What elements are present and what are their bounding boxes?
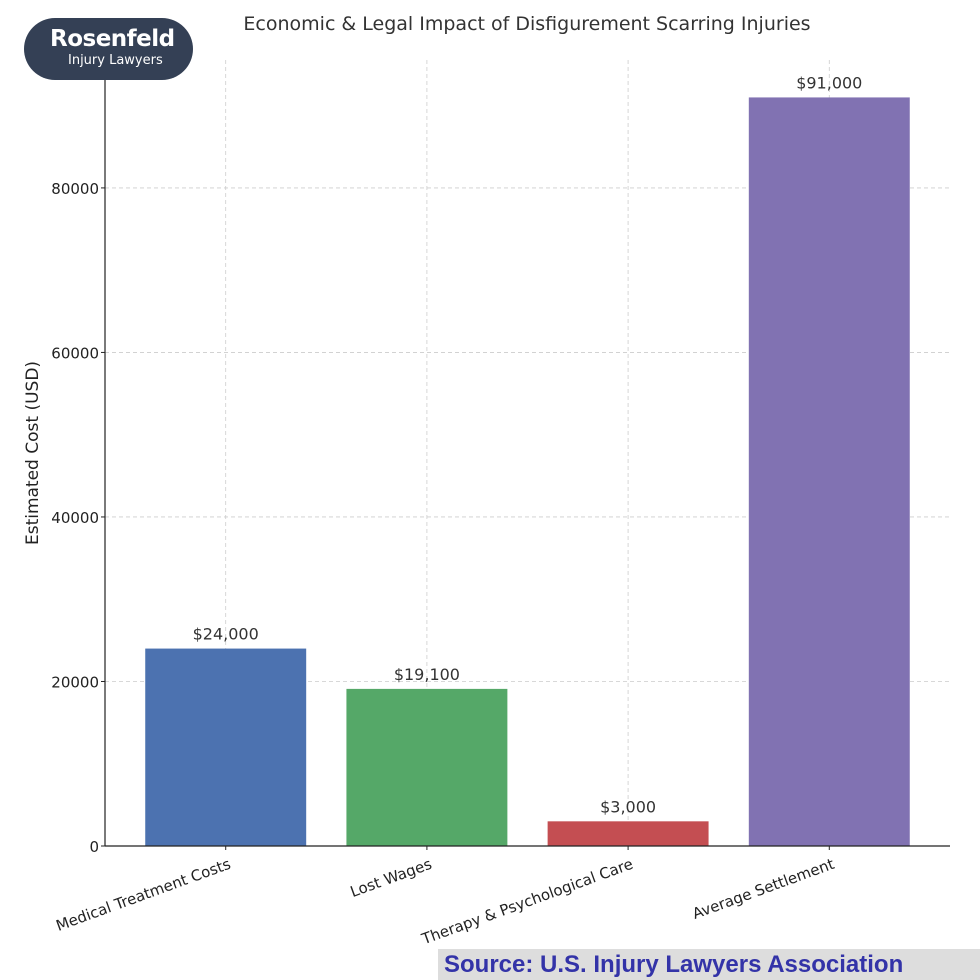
bar — [547, 821, 709, 846]
y-axis-label: Estimated Cost (USD) — [23, 361, 43, 545]
y-tick-label: 40000 — [51, 509, 99, 527]
bar — [145, 648, 307, 846]
x-tick-label: Lost Wages — [348, 855, 435, 901]
bar-value-label: $19,100 — [394, 665, 460, 684]
x-tick-label: Medical Treatment Costs — [54, 855, 234, 935]
bar — [748, 97, 910, 846]
bar-value-label: $3,000 — [600, 797, 656, 816]
y-tick-label: 60000 — [51, 344, 99, 362]
bar — [346, 688, 508, 846]
x-tick-label: Therapy & Psychological Care — [418, 855, 635, 949]
y-tick-label: 20000 — [51, 673, 99, 691]
source-caption: Source: U.S. Injury Lawyers Association — [438, 949, 980, 980]
bar-value-label: $24,000 — [193, 625, 259, 644]
bar-value-label: $91,000 — [796, 73, 862, 92]
chart-title: Economic & Legal Impact of Disfigurement… — [243, 13, 810, 35]
logo-subtitle: Injury Lawyers — [68, 53, 163, 68]
logo-name: Rosenfeld — [50, 26, 175, 52]
y-tick-label: 0 — [89, 838, 99, 856]
company-logo: Rosenfeld Injury Lawyers — [24, 18, 193, 80]
y-tick-label: 80000 — [51, 180, 99, 198]
bars: $24,000 $19,100 $3,000 $91,000 — [145, 73, 910, 846]
x-tick-label: Average Settlement — [690, 855, 837, 923]
